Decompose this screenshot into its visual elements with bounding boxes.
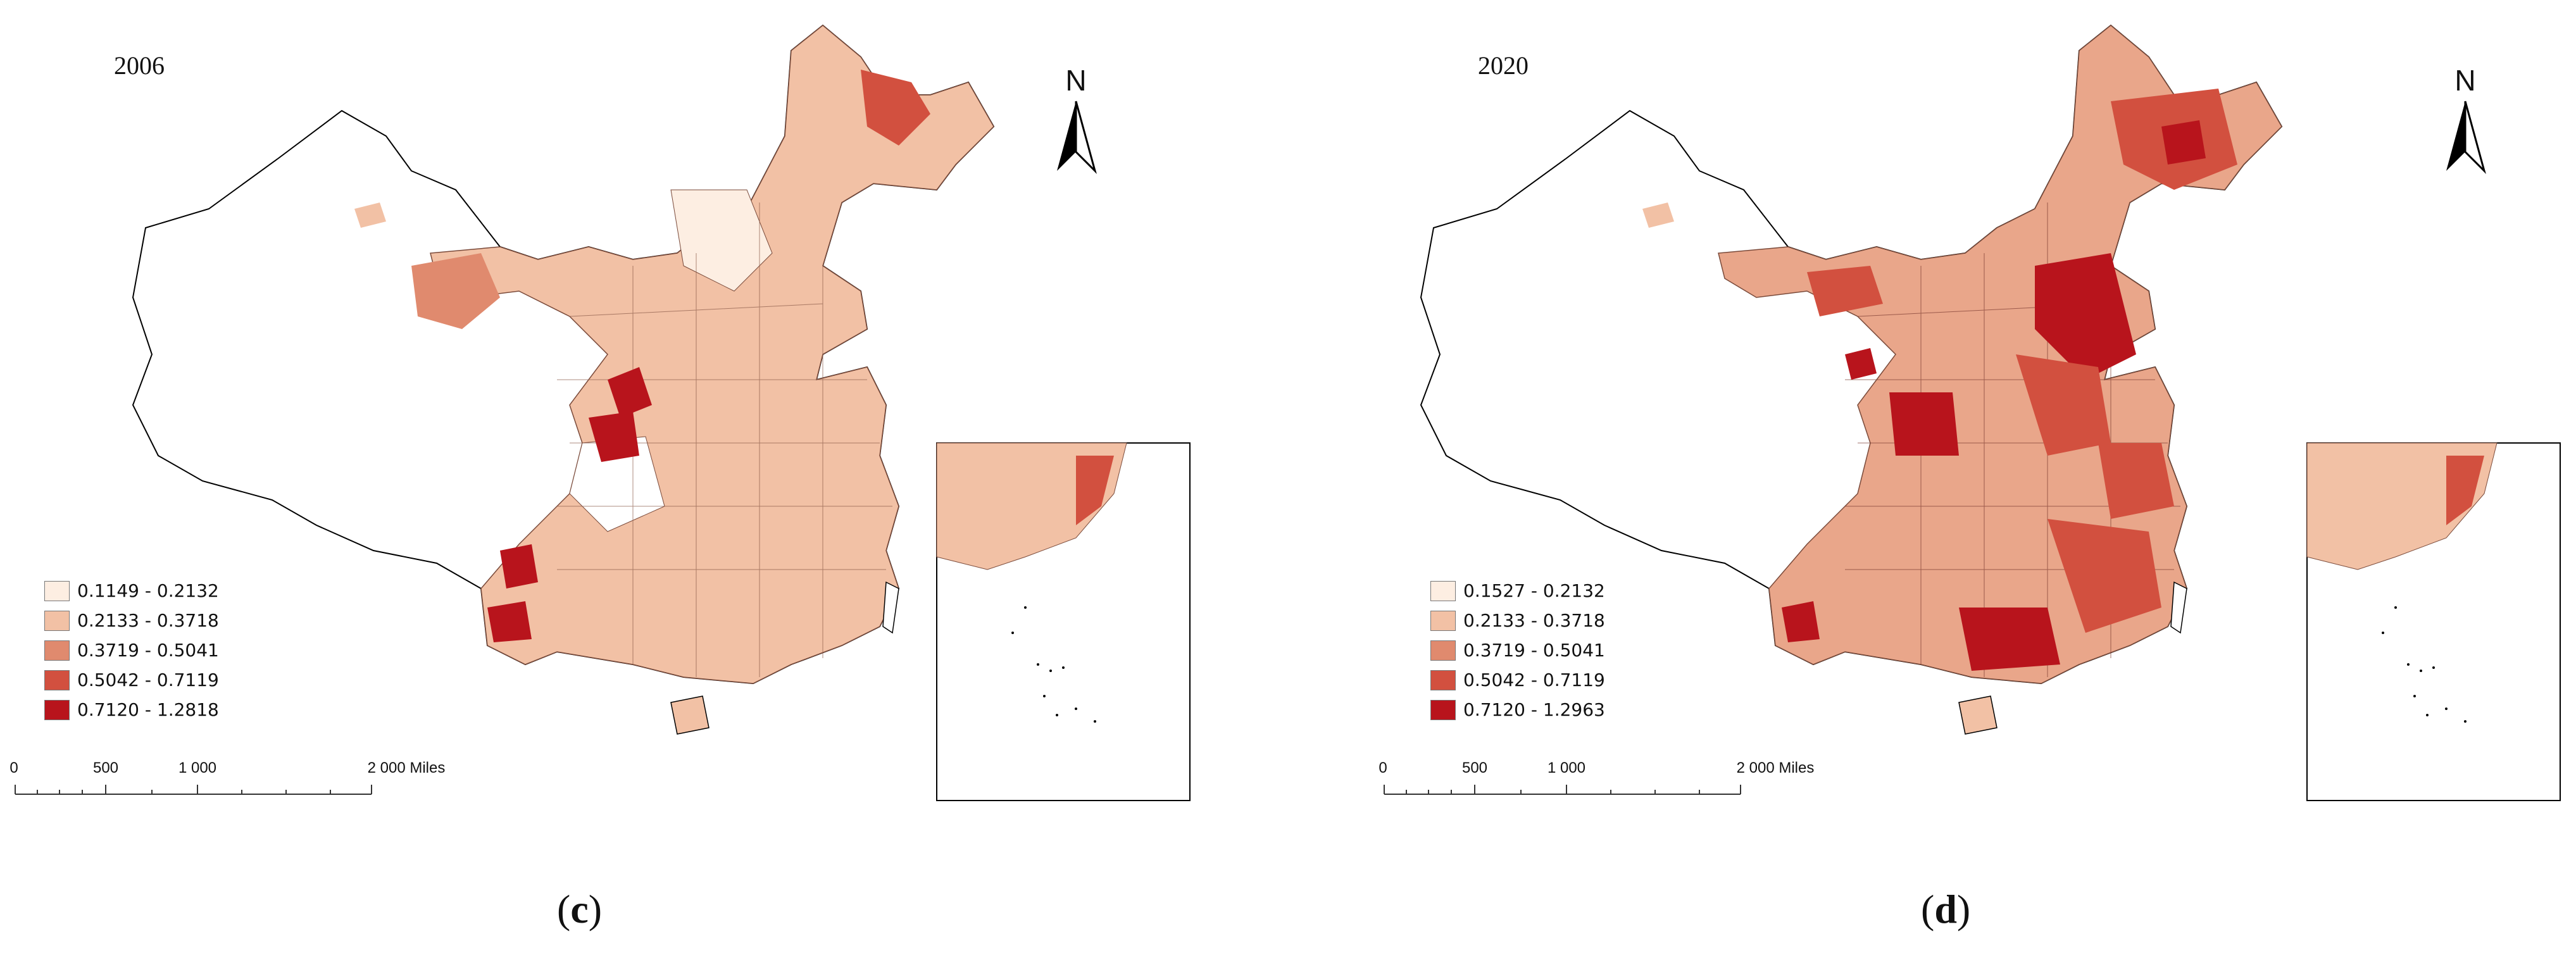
scale-bar-graphic — [15, 785, 372, 795]
scale-label: 1 000 — [178, 759, 217, 776]
caption-paren-open: ( — [557, 887, 571, 932]
taiwan-island — [2170, 581, 2187, 634]
legend-item: 0.1527 - 0.2132 — [1430, 576, 1696, 606]
hainan-island — [670, 695, 710, 735]
legend-swatch — [1430, 640, 1456, 661]
highlight-region — [2035, 253, 2136, 380]
legend-label: 0.5042 - 0.7119 — [77, 670, 219, 690]
legend-swatch — [44, 610, 70, 631]
district-borders — [557, 203, 892, 677]
legend-item: 0.2133 - 0.3718 — [1430, 606, 1696, 635]
legend-label: 0.1527 - 0.2132 — [1463, 580, 1605, 601]
legend-item: 0.7120 - 1.2963 — [1430, 695, 1696, 725]
map-year-label: 2020 — [1478, 51, 1529, 80]
highlight-region — [2098, 443, 2174, 519]
scale-label: 500 — [1461, 759, 1488, 776]
legend-label: 0.1149 - 0.2132 — [77, 580, 219, 601]
highlight-region — [354, 203, 386, 228]
highlight-region — [1782, 601, 1820, 642]
scale-label: 2 000 Miles — [1736, 759, 1815, 776]
caption-paren-open: ( — [1921, 887, 1935, 932]
north-label: N — [2454, 64, 2476, 97]
scale-bar: 0 500 1 000 2 000 Miles — [9, 759, 470, 810]
legend-label: 0.3719 - 0.5041 — [1463, 640, 1605, 661]
scale-label: 2 000 Miles — [367, 759, 446, 776]
legend-item: 0.5042 - 0.7119 — [44, 665, 310, 695]
highlight-region — [861, 70, 930, 146]
panel-caption: (d) — [1921, 886, 1970, 933]
highlight-region — [487, 601, 532, 642]
inset-islands — [2382, 606, 2467, 723]
map-panel-c: 2006 N 0.1149 - 0.2132 0.2133 - 0.3718 0… — [0, 0, 1285, 960]
map-legend: 0.1149 - 0.2132 0.2133 - 0.3718 0.3719 -… — [44, 576, 310, 725]
china-map-2006 — [132, 24, 1191, 801]
caption-letter: c — [570, 887, 589, 932]
highlight-region — [608, 367, 652, 418]
scale-bar: 0 500 1 000 2 000 Miles — [1379, 759, 1839, 810]
legend-swatch — [1430, 610, 1456, 631]
scale-label: 500 — [92, 759, 119, 776]
scale-label: 0 — [1379, 759, 1387, 776]
caption-paren-close: ) — [1956, 887, 1971, 932]
legend-item: 0.3719 - 0.5041 — [44, 635, 310, 665]
highlight-region — [1642, 203, 1674, 228]
legend-swatch — [1430, 699, 1456, 720]
highlight-region — [500, 544, 538, 589]
legend-item: 0.3719 - 0.5041 — [1430, 635, 1696, 665]
legend-item: 0.5042 - 0.7119 — [1430, 665, 1696, 695]
colored-region-base — [1718, 25, 2282, 684]
legend-swatch — [44, 699, 70, 720]
highlight-region — [411, 253, 500, 329]
legend-label: 0.2133 - 0.3718 — [1463, 610, 1605, 631]
north-label: N — [1065, 64, 1087, 97]
legend-label: 0.2133 - 0.3718 — [77, 610, 219, 631]
legend-label: 0.7120 - 1.2818 — [77, 699, 219, 720]
north-arrow: N — [1038, 63, 1114, 190]
legend-label: 0.5042 - 0.7119 — [1463, 670, 1605, 690]
legend-label: 0.7120 - 1.2963 — [1463, 699, 1605, 720]
legend-swatch — [1430, 670, 1456, 690]
legend-item: 0.7120 - 1.2818 — [44, 695, 310, 725]
inset-coast-highlight — [1076, 456, 1114, 525]
panel-caption: (c) — [557, 886, 602, 933]
legend-item: 0.1149 - 0.2132 — [44, 576, 310, 606]
legend-swatch — [44, 640, 70, 661]
legend-item: 0.2133 - 0.3718 — [44, 606, 310, 635]
scale-label: 0 — [9, 759, 18, 776]
china-map-2020 — [1420, 24, 2561, 801]
caption-paren-close: ) — [588, 887, 603, 932]
highlight-region — [589, 411, 639, 462]
map-panel-d: 2020 N 0.1527 - 0.2132 0.2133 - 0.3718 0… — [1288, 0, 2573, 960]
highlight-region — [1959, 608, 2060, 671]
highlight-region — [1889, 392, 1959, 456]
map-year-label: 2006 — [114, 51, 165, 80]
colored-region-base — [430, 25, 994, 684]
legend-swatch — [1430, 580, 1456, 601]
hainan-island — [1958, 695, 1998, 735]
north-arrow-icon — [1057, 101, 1097, 175]
north-arrow: N — [2427, 63, 2503, 190]
caption-letter: d — [1934, 887, 1957, 932]
inset-coast-highlight — [2446, 456, 2484, 525]
highlight-region — [1845, 348, 1877, 380]
scale-bar-graphic — [1384, 785, 1741, 795]
legend-swatch — [44, 580, 70, 601]
highlight-region — [1807, 266, 1883, 316]
legend-label: 0.3719 - 0.5041 — [77, 640, 219, 661]
scale-label: 1 000 — [1547, 759, 1586, 776]
taiwan-island — [882, 581, 899, 634]
inset-islands — [1011, 606, 1096, 723]
north-arrow-icon — [2446, 101, 2486, 175]
highlight-region — [2161, 120, 2206, 165]
highlight-region — [2048, 519, 2161, 633]
map-legend: 0.1527 - 0.2132 0.2133 - 0.3718 0.3719 -… — [1430, 576, 1696, 725]
highlight-region — [2016, 354, 2111, 456]
legend-swatch — [44, 670, 70, 690]
